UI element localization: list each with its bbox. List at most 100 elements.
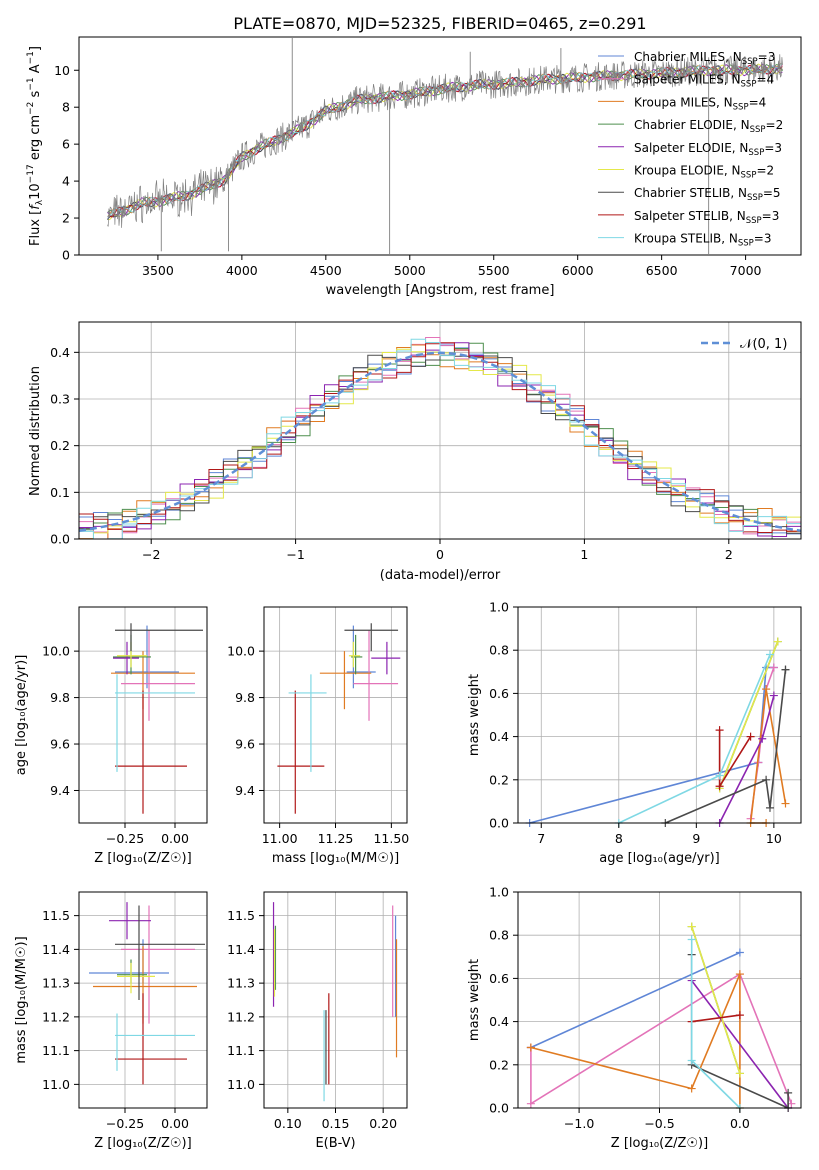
- residuals-ytick-label: 0.2: [50, 438, 70, 453]
- mass-weight-vs-Z-xtick-label: 0.0: [730, 1116, 750, 1131]
- mass-vs-Z-ytick-label: 11.5: [42, 908, 70, 923]
- mass-weight-vs-age-axes-frame: [517, 606, 802, 824]
- series-marker-chabrier-miles: [735, 948, 744, 957]
- mass-weight-vs-age-ylabel: mass weight: [467, 674, 482, 756]
- mass-vs-EBV-ytick-label: 11.1: [227, 1043, 255, 1058]
- residuals-ytick-label: 0.1: [50, 485, 70, 500]
- age-vs-Z-ytick-label: 9.6: [50, 737, 70, 752]
- series-marker-kroupa-elodie: [687, 922, 696, 931]
- mass-weight-vs-Z-ytick-label: 1.0: [489, 885, 509, 900]
- mass-weight-vs-age-xtick-label: 8: [615, 831, 623, 846]
- legend-label-salpeter-miles: Salpeter MILES, NSSP=4: [634, 73, 774, 90]
- spectrum-xtick-label: 6000: [562, 263, 594, 278]
- legend-label-kroupa-miles: Kroupa MILES, NSSP=4: [634, 95, 766, 112]
- spectrum-ytick-label: 8: [62, 100, 70, 115]
- series-marker-kroupa-elodie: [773, 637, 782, 646]
- mass-vs-Z-xtick-label: −0.25: [106, 1116, 144, 1131]
- mass-weight-vs-Z-xtick-label: −1.0: [564, 1116, 594, 1131]
- mass-vs-Z-axes-frame: [78, 891, 208, 1109]
- mass-weight-vs-age-xtick-label: 10: [766, 831, 782, 846]
- mass-vs-EBV-ytick-label: 11.5: [227, 908, 255, 923]
- series-marker-salpeter-stelib: [715, 726, 724, 735]
- figure-title: PLATE=0870, MJD=52325, FIBERID=0465, z=0…: [233, 14, 646, 33]
- spectrum-ytick-label: 0: [62, 248, 70, 263]
- series-marker-kroupa-miles: [526, 1043, 535, 1052]
- mass-weight-vs-Z-ylabel: mass weight: [467, 959, 482, 1041]
- legend-label-kroupa-stelib: Kroupa STELIB, NSSP=3: [634, 232, 772, 249]
- series-marker-salpeter-miles: [769, 663, 778, 672]
- legend-label-chabrier-stelib: Chabrier STELIB, NSSP=5: [634, 186, 781, 203]
- spectrum-xtick-label: 5000: [394, 263, 426, 278]
- spectrum-axes-frame: [78, 36, 802, 256]
- age-vs-mass-xtick-label: 11.50: [373, 831, 409, 846]
- series-marker-kroupa-stelib: [687, 935, 696, 944]
- mass-weight-vs-age-panel: 7 8 9 10 0.0 0.2 0.4 0.6 0.8 1.0 age [log₁₀(age/yr…: [467, 600, 802, 866]
- series-marker-kroupa-stelib: [765, 650, 774, 659]
- residuals-ylabel: Normed distribution: [28, 366, 43, 496]
- series-marker-salpeter-miles: [526, 1099, 535, 1108]
- series-marker-kroupa-miles: [687, 1084, 696, 1093]
- legend-label-kroupa-elodie: Kroupa ELODIE, NSSP=2: [634, 164, 774, 181]
- series-line-chabrier-stelib: [664, 669, 787, 824]
- spectrum-legend: Chabrier MILES, NSSP=3 Salpeter MILES, NS…: [598, 50, 783, 249]
- series-marker-kroupa-stelib: [687, 1056, 696, 1065]
- mass-weight-vs-Z-xlabel: Z [log₁₀(Z/Z☉)]: [611, 1136, 708, 1151]
- mass-vs-Z-ytick-label: 11.0: [42, 1077, 70, 1092]
- mass-vs-Z-xtick-label: 0.00: [161, 1116, 189, 1131]
- series-marker-chabrier-stelib: [762, 775, 771, 784]
- mass-vs-Z-ylabel: mass [log₁₀(M/M☉)]: [14, 936, 29, 1063]
- series-marker-kroupa-elodie: [735, 1069, 744, 1078]
- mass-vs-Z-panel: −0.25 0.00 11.0 11.1 11.2 11.3 11.4 11.5 Z [log₁…: [14, 891, 208, 1151]
- age-vs-mass-panel: 11.00 11.25 11.50 9.4 9.6 9.8 10.0 mass [log₁₀(…: [227, 606, 409, 866]
- mass-weight-vs-Z-ytick-label: 0.2: [489, 1057, 509, 1072]
- series-marker-kroupa-miles: [762, 685, 771, 694]
- age-vs-Z-xlabel: Z [log₁₀(Z/Z☉)]: [94, 851, 191, 866]
- mass-vs-EBV-panel: 0.10 0.15 0.20 11.0 11.1 11.2 11.3 11.4 11.5 E(B-…: [227, 891, 408, 1151]
- hist-chabrier-stelib: [79, 354, 801, 534]
- spectrum-xtick-label: 4500: [310, 263, 342, 278]
- series-line-kroupa-elodie: [690, 926, 741, 1074]
- age-vs-Z-axes-frame: [78, 606, 208, 824]
- spectrum-xtick-label: 6500: [646, 263, 678, 278]
- series-line-kroupa-elodie: [718, 641, 779, 789]
- mass-weight-vs-age-ytick-label: 0.8: [489, 643, 509, 658]
- age-vs-Z-ytick-label: 10.0: [42, 644, 70, 659]
- mass-weight-vs-Z-ytick-label: 0.8: [489, 928, 509, 943]
- series-marker-kroupa-miles: [781, 799, 790, 808]
- series-marker-kroupa-miles: [735, 970, 744, 979]
- mass-weight-vs-Z-panel: −1.0 −0.5 0.0 0.0 0.2 0.4 0.6 0.8 1.0 Z [log₁₀(Z/…: [467, 885, 802, 1151]
- legend-label-salpeter-stelib: Salpeter STELIB, NSSP=3: [634, 209, 779, 226]
- spectrum-ytick-label: 10: [54, 63, 70, 78]
- series-marker-salpeter-stelib: [735, 1011, 744, 1020]
- series-marker-chabrier-stelib: [765, 803, 774, 812]
- mass-weight-vs-age-ytick-label: 0.6: [489, 686, 509, 701]
- residuals-panel: −2 −1 0 1 2 0.0 0.1 0.2 0.3 0.4 𝒩(0, 1) (data-mod…: [28, 321, 802, 583]
- series-line-salpeter-elodie: [691, 980, 789, 1109]
- series-marker-salpeter-stelib: [746, 732, 755, 741]
- mass-vs-Z-ytick-label: 11.3: [42, 976, 70, 991]
- series-marker-kroupa-stelib: [715, 771, 724, 780]
- residuals-xtick-label: −1: [286, 547, 304, 562]
- residuals-ytick-label: 0.4: [50, 345, 70, 360]
- mass-weight-vs-age-xlabel: age [log₁₀(age/yr)]: [599, 851, 720, 866]
- series-marker-salpeter-stelib: [715, 782, 724, 791]
- mass-weight-vs-age-xtick-label: 7: [537, 831, 545, 846]
- age-vs-Z-ytick-label: 9.8: [50, 690, 70, 705]
- age-vs-mass-ytick-label: 9.6: [235, 737, 255, 752]
- mass-weight-vs-Z-ytick-label: 0.6: [489, 971, 509, 986]
- mass-vs-EBV-ytick-label: 11.3: [227, 976, 255, 991]
- mass-vs-Z-ytick-label: 11.4: [42, 942, 70, 957]
- age-vs-mass-ytick-label: 9.8: [235, 690, 255, 705]
- mass-vs-Z-xlabel: Z [log₁₀(Z/Z☉)]: [94, 1136, 191, 1151]
- spectrum-xtick-label: 5500: [478, 263, 510, 278]
- mass-weight-vs-age-ytick-label: 0.2: [489, 772, 509, 787]
- residuals-xlabel: (data-model)/error: [380, 568, 501, 583]
- mass-weight-vs-age-xtick-label: 9: [692, 831, 700, 846]
- age-vs-Z-ytick-label: 9.4: [50, 783, 70, 798]
- series-marker-salpeter-elodie: [758, 734, 767, 743]
- age-vs-mass-ytick-label: 10.0: [227, 644, 255, 659]
- spectrum-xtick-label: 7000: [730, 263, 762, 278]
- mass-weight-vs-Z-ytick-label: 0.4: [489, 1014, 509, 1029]
- spectrum-xtick-label: 4000: [226, 263, 258, 278]
- series-marker-chabrier-stelib: [781, 665, 790, 674]
